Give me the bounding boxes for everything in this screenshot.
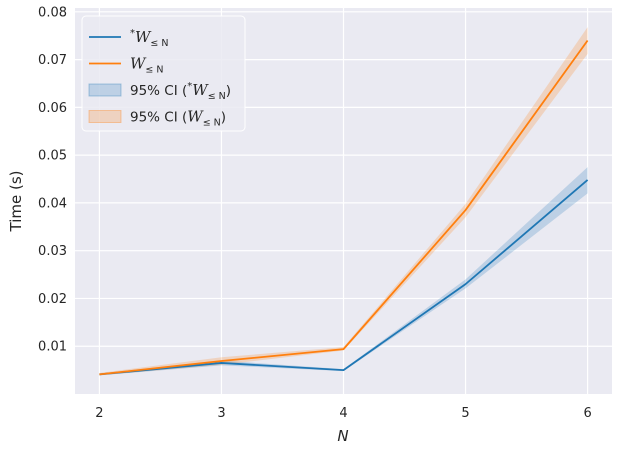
legend-label: 95% CI (W≤ N): [130, 108, 226, 129]
y-tick-label: 0.07: [38, 53, 67, 68]
y-tick-label: 0.02: [38, 292, 67, 307]
legend-label: *W≤ N: [130, 28, 169, 49]
legend-label: W≤ N: [130, 55, 164, 76]
x-tick-label: 4: [339, 406, 347, 421]
y-tick-label: 0.04: [38, 196, 67, 211]
x-tick-label: 2: [95, 406, 103, 421]
y-tick-label: 0.08: [38, 5, 67, 20]
y-tick-label: 0.05: [38, 149, 67, 164]
y-tick-label: 0.06: [38, 101, 67, 116]
x-tick-label: 5: [461, 406, 469, 421]
y-tick-label: 0.03: [38, 244, 67, 259]
x-tick-label: 3: [217, 406, 225, 421]
y-tick-label: 0.01: [38, 340, 67, 355]
legend-swatch-band-0: [88, 83, 122, 97]
x-tick-labels: 2 3 4 5 6: [95, 406, 591, 421]
y-axis-label: Time (s): [7, 171, 25, 233]
y-tick-labels: 0.01 0.02 0.03 0.04 0.05 0.06 0.07 0.08: [38, 5, 67, 354]
x-axis-label: N: [337, 427, 348, 445]
legend-label: 95% CI (*W≤ N): [130, 81, 231, 102]
legend-swatch-band-1: [88, 110, 122, 123]
x-tick-label: 6: [583, 406, 591, 421]
legend-box: [81, 15, 246, 132]
series-lines: [99, 39, 589, 376]
legend: *W≤ N W≤ N 95% CI (*W≤ N) 95% CI (W≤ N): [81, 15, 246, 132]
